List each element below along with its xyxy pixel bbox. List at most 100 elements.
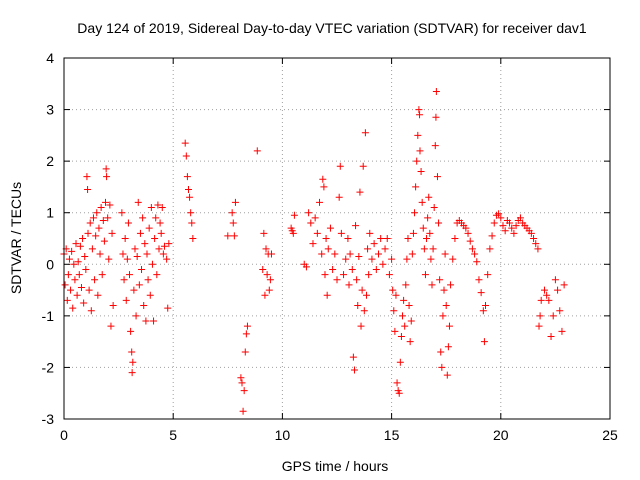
x-tick-label: 25 — [602, 427, 618, 443]
data-point-plus — [449, 255, 457, 263]
data-point-plus — [442, 302, 450, 310]
data-point-plus — [75, 271, 83, 279]
data-point-plus — [435, 219, 443, 227]
y-tick-label: 3 — [46, 102, 54, 118]
data-point-plus — [324, 245, 332, 253]
data-point-plus — [340, 271, 348, 279]
data-point-plus — [350, 366, 358, 374]
data-point-plus — [118, 209, 126, 217]
data-point-plus — [224, 232, 232, 240]
data-point-plus — [486, 245, 494, 253]
data-point-plus — [362, 291, 370, 299]
data-point-plus — [128, 348, 136, 356]
data-point-plus — [186, 193, 194, 201]
data-point-plus — [421, 271, 429, 279]
data-point-plus — [318, 250, 326, 258]
data-point-plus — [126, 271, 134, 279]
data-point-plus — [532, 240, 540, 248]
data-point-plus — [95, 224, 103, 232]
data-point-plus — [138, 265, 146, 273]
x-tick-label: 10 — [275, 427, 291, 443]
data-point-plus — [558, 327, 566, 335]
data-point-plus — [92, 232, 100, 240]
data-point-plus — [433, 173, 441, 181]
data-point-plus — [360, 307, 368, 315]
data-point-plus — [96, 250, 104, 258]
data-point-plus — [445, 322, 453, 330]
data-point-plus — [406, 338, 414, 346]
data-point-plus — [94, 291, 102, 299]
data-point-plus — [322, 235, 330, 242]
data-point-plus — [411, 209, 419, 217]
data-point-plus — [72, 240, 80, 248]
data-point-plus — [545, 296, 553, 304]
data-point-plus — [414, 131, 422, 139]
data-point-plus — [140, 302, 148, 310]
data-point-plus — [424, 214, 432, 222]
data-point-plus — [132, 312, 140, 320]
data-point-plus — [123, 255, 131, 263]
data-point-plus — [405, 302, 413, 310]
data-point-plus — [67, 286, 75, 294]
data-point-plus — [326, 224, 334, 232]
data-point-plus — [554, 286, 562, 294]
data-point-plus — [305, 209, 313, 217]
x-tick-label: 5 — [169, 427, 177, 443]
data-point-plus — [413, 157, 421, 165]
data-point-plus — [68, 247, 76, 255]
data-point-plus — [497, 214, 505, 222]
data-point-plus — [412, 183, 420, 191]
data-point-plus — [143, 250, 151, 258]
data-point-plus — [479, 307, 487, 315]
data-point-plus — [63, 296, 71, 304]
data-point-plus — [432, 88, 440, 96]
data-point-plus — [130, 286, 138, 294]
data-point-plus — [404, 235, 412, 242]
y-tick-label: 2 — [46, 153, 54, 169]
data-point-plus — [84, 229, 92, 237]
data-point-plus — [400, 296, 408, 304]
data-point-plus — [396, 358, 404, 366]
data-point-plus — [148, 260, 156, 268]
data-point-plus — [313, 229, 321, 237]
data-point-plus — [431, 142, 439, 150]
data-point-plus — [238, 379, 246, 387]
data-point-plus — [488, 232, 496, 240]
data-point-plus — [265, 286, 273, 294]
data-point-plus — [432, 113, 440, 121]
data-point-plus — [383, 235, 391, 242]
data-point-plus — [370, 240, 378, 248]
data-point-plus — [82, 265, 90, 273]
data-point-plus — [99, 216, 107, 224]
data-point-plus — [420, 245, 428, 253]
data-point-plus — [359, 162, 367, 170]
data-point-plus — [348, 265, 356, 273]
data-point-plus — [447, 281, 455, 289]
data-point-plus — [365, 271, 373, 279]
data-point-plus — [65, 255, 73, 263]
data-point-plus — [389, 286, 397, 294]
data-point-plus — [165, 240, 173, 248]
data-point-plus — [428, 281, 436, 289]
data-point-plus — [86, 219, 94, 227]
data-point-plus — [401, 322, 409, 330]
data-point-plus — [353, 276, 361, 284]
data-point-plus — [443, 371, 451, 379]
data-point-plus — [102, 165, 110, 173]
data-point-plus — [155, 245, 163, 253]
data-point-plus — [392, 291, 400, 299]
data-point-plus — [311, 214, 319, 222]
data-point-plus — [77, 283, 85, 291]
data-point-plus — [508, 224, 516, 232]
data-point-plus — [316, 198, 324, 206]
data-point-plus — [290, 211, 298, 219]
data-point-plus — [109, 302, 117, 310]
data-point-plus — [354, 302, 362, 310]
data-point-plus — [466, 237, 474, 245]
data-point-plus — [163, 255, 171, 263]
data-point-plus — [61, 281, 69, 289]
data-point-plus — [101, 198, 109, 206]
data-point-plus — [527, 229, 535, 237]
data-point-plus — [189, 235, 197, 242]
data-point-plus — [329, 265, 337, 273]
